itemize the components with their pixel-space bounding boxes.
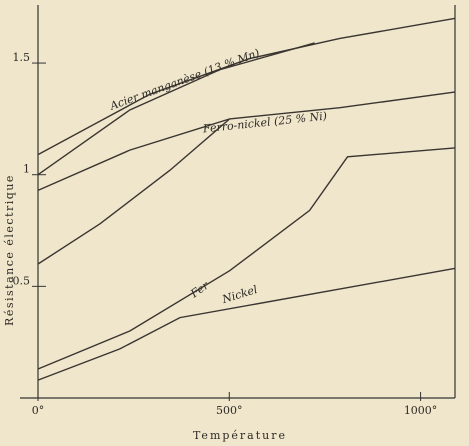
- series-line: [37, 147, 455, 370]
- y-tick-label: 1.5: [13, 51, 31, 64]
- y-tick-label: 1: [23, 163, 30, 176]
- y-tick-label: 0.5: [13, 274, 31, 287]
- x-tick-label: 1000°: [404, 404, 438, 417]
- y-axis-label: Résistance électrique: [3, 174, 16, 326]
- series-line: [37, 42, 315, 176]
- series-line: [37, 118, 231, 265]
- x-tick-label: 500°: [216, 404, 243, 417]
- series-line: [37, 17, 455, 156]
- series-line: [37, 267, 455, 381]
- x-axis-label: Température: [193, 429, 287, 442]
- x-tick-label: 0°: [32, 404, 45, 417]
